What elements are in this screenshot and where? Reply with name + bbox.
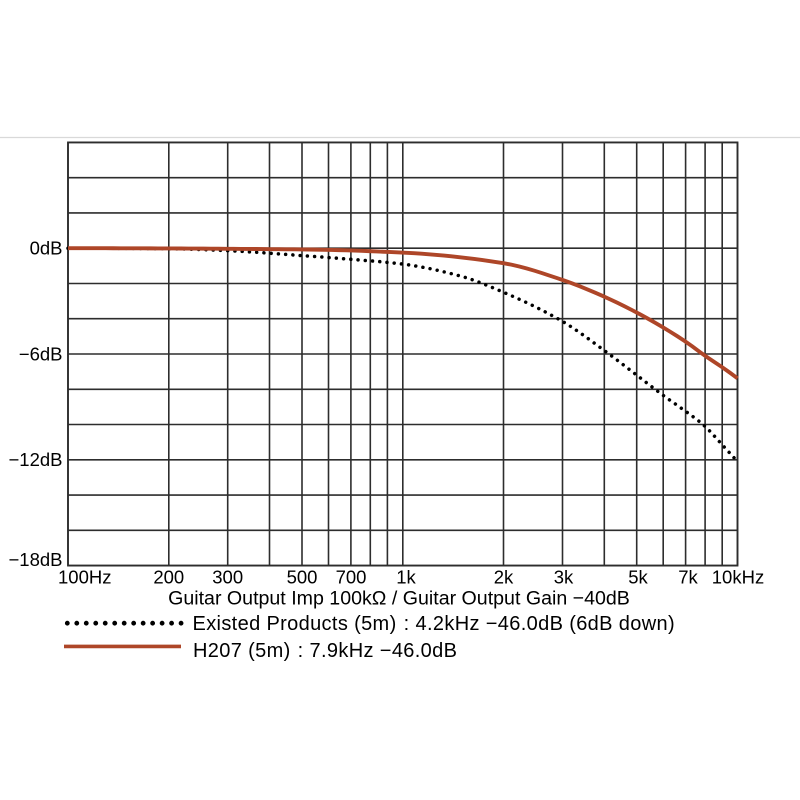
svg-text:300: 300 — [212, 567, 243, 588]
svg-text:500: 500 — [287, 567, 318, 588]
svg-text:1k: 1k — [396, 567, 416, 588]
svg-text:H207 (5m):7.9kHz −46.0dB: H207 (5m):7.9kHz −46.0dB — [193, 640, 457, 662]
svg-text:−6dB: −6dB — [19, 343, 63, 364]
svg-text:700: 700 — [336, 567, 367, 588]
svg-text:2k: 2k — [494, 567, 514, 588]
svg-text:10kHz: 10kHz — [712, 567, 764, 588]
svg-text:7k: 7k — [678, 567, 698, 588]
svg-text:Existed Products (5m):4.2kHz −: Existed Products (5m):4.2kHz −46.0dB (6d… — [193, 613, 675, 635]
svg-text:3k: 3k — [554, 567, 574, 588]
svg-text:5k: 5k — [628, 567, 648, 588]
svg-text:Guitar Output Imp 100kΩ / Guit: Guitar Output Imp 100kΩ / Guitar Output … — [168, 587, 630, 609]
svg-text:−18dB: −18dB — [8, 549, 62, 570]
svg-text:200: 200 — [153, 567, 184, 588]
svg-text:−12dB: −12dB — [8, 449, 62, 470]
svg-text:0dB: 0dB — [30, 238, 63, 259]
svg-text:100Hz: 100Hz — [58, 567, 111, 588]
